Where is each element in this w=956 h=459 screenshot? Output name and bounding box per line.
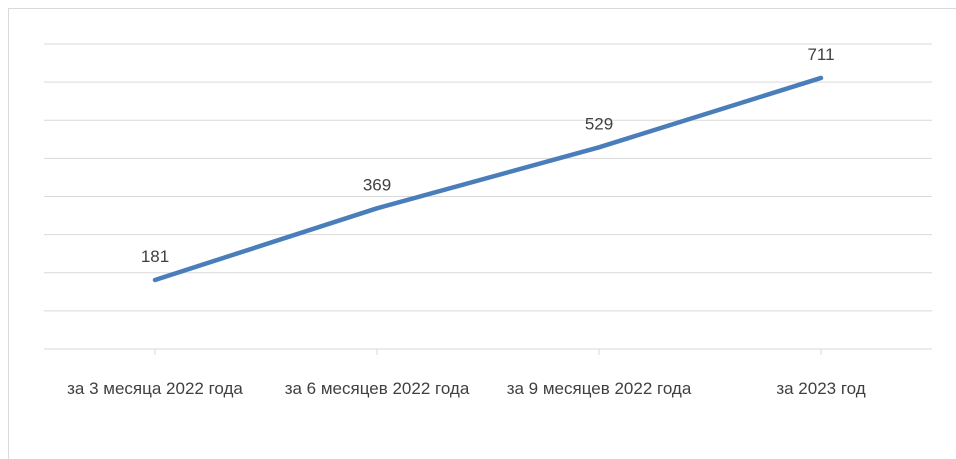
x-tick-label: за 6 месяцев 2022 года [284,379,470,398]
x-tick-label: за 2023 год [776,379,866,398]
data-label: 529 [585,114,613,133]
line-series [152,75,824,283]
data-label: 181 [141,247,169,266]
chart-frame [8,8,956,459]
x-tick-label: за 9 месяцев 2022 года [506,379,692,398]
data-label: 369 [363,175,391,194]
data-label: 711 [807,45,834,64]
x-tick-label: за 3 месяца 2022 года [67,379,243,398]
